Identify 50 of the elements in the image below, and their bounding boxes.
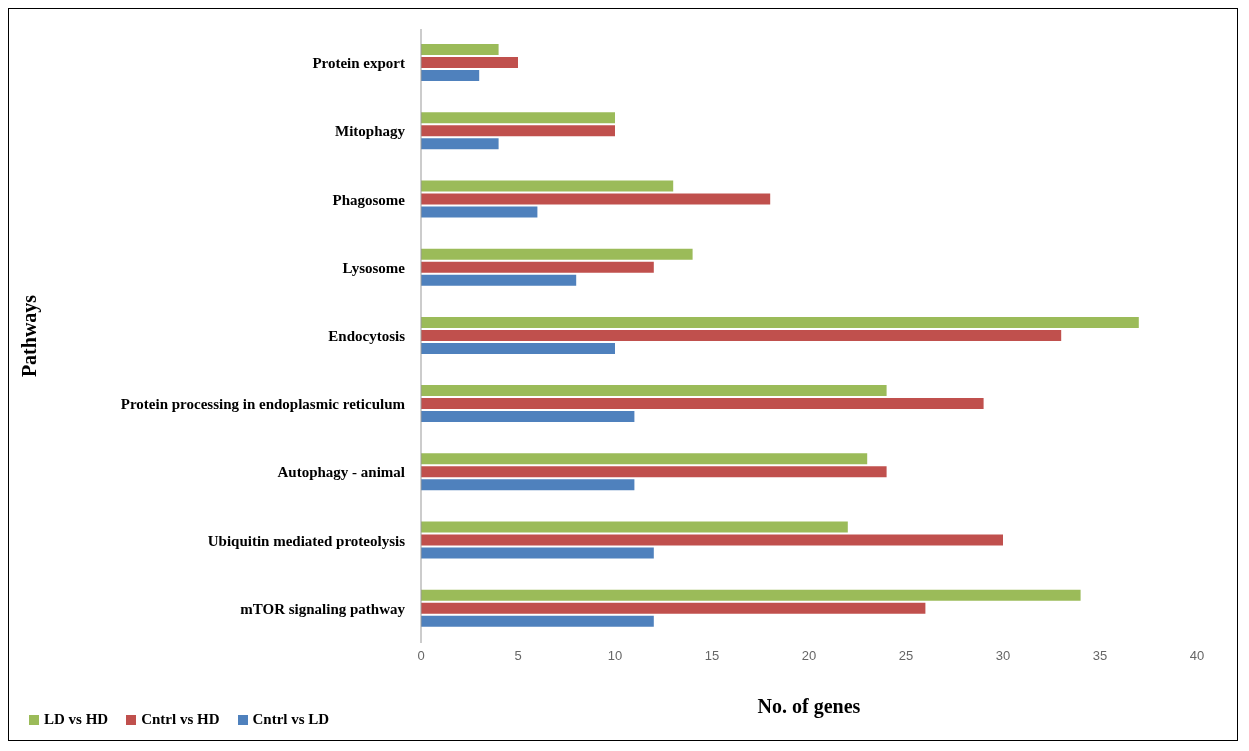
bar: [421, 193, 771, 205]
y-axis-title: Pathways: [18, 294, 42, 378]
x-tick-label: 15: [704, 648, 720, 664]
bar: [421, 248, 693, 260]
bar: [421, 112, 615, 124]
bar: [421, 329, 1062, 341]
x-tick-label: 5: [514, 648, 522, 664]
bar: [421, 70, 480, 82]
y-tick-label: Protein export: [312, 55, 405, 72]
bar: [421, 521, 848, 533]
bar: [421, 615, 654, 627]
y-tick-label: Ubiquitin mediated proteolysis: [207, 532, 406, 549]
x-tick-label: 20: [801, 648, 817, 664]
y-tick-label: Protein processing in endoplasmic reticulum: [120, 396, 406, 413]
bar: [421, 479, 635, 491]
x-tick-label: 30: [995, 648, 1011, 664]
x-tick-label: 25: [898, 648, 914, 664]
bar: [421, 261, 654, 273]
bar: [421, 453, 868, 465]
bar: [421, 138, 499, 150]
x-tick-label: 35: [1092, 648, 1108, 664]
bar: [421, 206, 538, 218]
bar: [421, 547, 654, 559]
bar: [421, 602, 926, 614]
bar: [421, 274, 577, 286]
legend-label: Cntrl vs HD: [141, 711, 220, 728]
bar: [421, 589, 1081, 601]
y-tick-label: mTOR signaling pathway: [240, 600, 406, 617]
y-tick-label: Lysosome: [342, 259, 406, 276]
y-tick-label: Endocytosis: [328, 328, 406, 344]
x-tick-label: 10: [607, 648, 623, 664]
x-tick-label: 0: [417, 648, 425, 664]
y-tick-label: Autophagy - animal: [277, 464, 405, 481]
legend-label: LD vs HD: [44, 711, 109, 728]
x-tick-label: 40: [1189, 648, 1205, 664]
y-tick-label: Mitophagy: [334, 123, 406, 140]
bar: [421, 342, 615, 354]
bar: [421, 385, 887, 397]
bar: [421, 534, 1003, 546]
bar: [421, 57, 518, 69]
legend-label: Cntrl vs LD: [252, 711, 330, 728]
bar: [421, 411, 635, 423]
bar: [421, 398, 984, 410]
y-tick-label: Phagosome: [332, 191, 406, 208]
bar: [421, 44, 499, 56]
bar: [421, 466, 887, 478]
bar: [421, 125, 615, 137]
bar: [421, 316, 1139, 328]
x-axis-title: No. of genes: [757, 695, 861, 718]
bar: [421, 180, 674, 192]
